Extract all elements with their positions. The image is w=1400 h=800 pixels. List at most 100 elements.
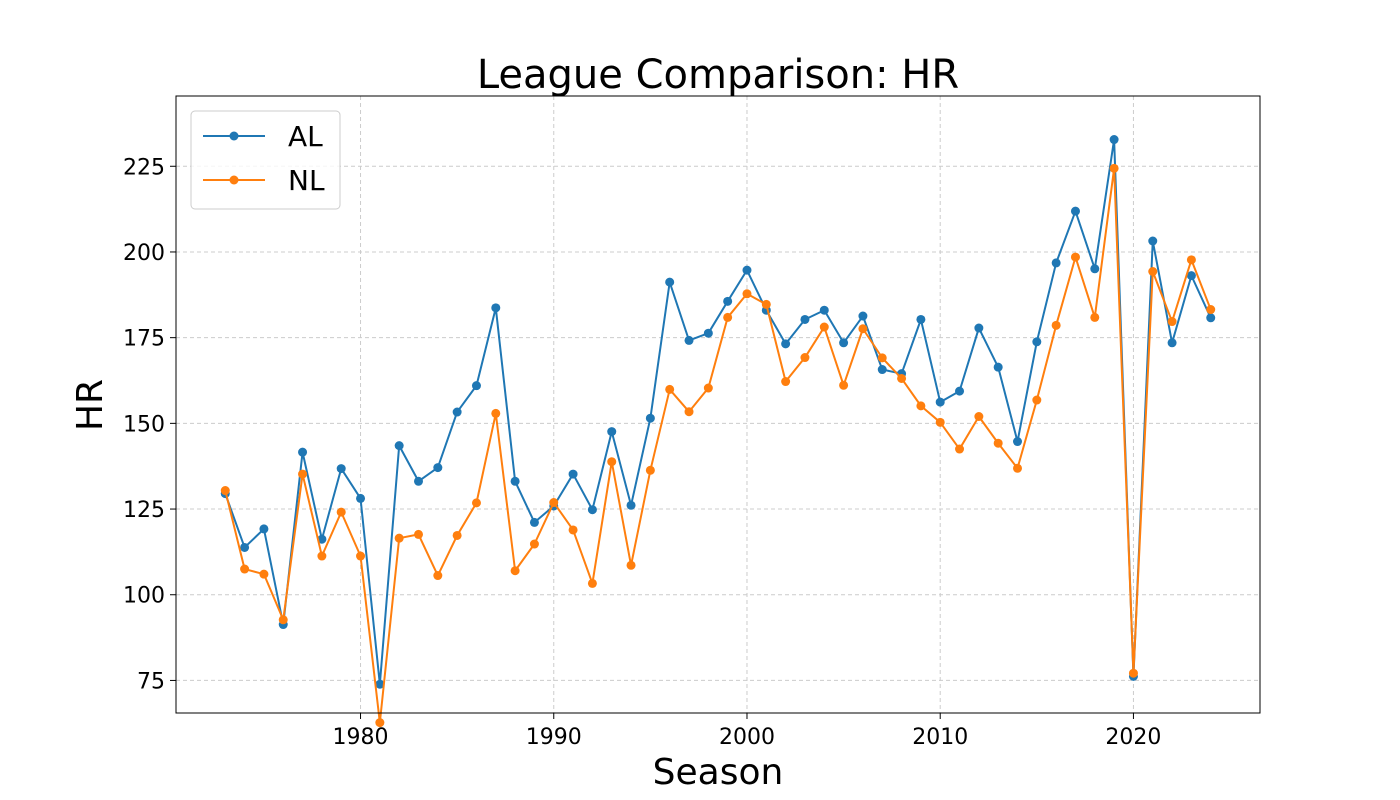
data-point-nl [742,289,752,299]
data-point-al [916,314,926,324]
data-point-al [414,476,423,486]
y-tick-label: 100 [123,584,165,609]
data-point-al [1032,337,1042,347]
data-point-nl [1051,320,1061,330]
x-tick-label: 2020 [1105,725,1161,750]
y-axis-ticks: 75 100 125 150 175 200 225 [123,155,176,694]
x-tick-label: 1990 [526,725,582,750]
data-point-nl [955,444,965,454]
data-point-nl [317,551,327,561]
data-point-nl [510,566,520,576]
data-point-al [240,542,250,552]
series-line-al [224,138,1212,686]
x-tick-label: 2010 [912,725,968,750]
data-point-al [684,335,694,345]
data-point-al [452,407,462,417]
y-tick-label: 175 [123,327,165,352]
legend-marker-nl [229,175,239,185]
data-point-al [626,500,636,510]
data-point-al [1206,313,1216,323]
data-point-al [703,328,713,338]
data-point-al [259,524,269,534]
y-tick-label: 125 [123,498,165,523]
data-point-al [529,517,539,527]
data-point-al [491,303,501,313]
data-point-nl [414,529,423,539]
data-point-al [1090,264,1100,274]
data-point-nl [723,312,733,322]
data-point-nl [665,384,675,394]
plot-frame [175,95,1261,714]
data-point-al [298,447,308,457]
y-axis-label: HR [70,379,111,431]
data-point-nl [1090,312,1100,322]
data-point-nl [993,438,1003,448]
legend-label-al: AL [288,120,323,153]
data-point-nl [761,299,771,309]
data-point-nl [220,486,230,496]
data-point-nl [877,353,887,363]
data-point-nl [819,322,829,332]
data-point-al [877,365,887,375]
data-point-nl [916,401,926,411]
data-point-al [1167,338,1177,348]
data-point-nl [278,615,288,625]
data-point-nl [935,417,945,427]
data-point-nl [626,560,636,570]
data-point-nl [839,380,849,390]
legend: AL NL [190,110,341,210]
data-point-nl [1148,267,1158,276]
data-point-nl [259,569,269,579]
series-layer [220,135,1216,728]
data-point-al [375,679,385,689]
data-point-al [974,323,984,333]
data-point-al [1186,271,1196,281]
data-point-al [1109,135,1119,145]
data-point-al [336,464,346,474]
x-axis-label: Season [653,752,784,793]
data-point-al [645,413,655,423]
data-point-nl [645,465,655,475]
data-point-al [1148,236,1158,246]
data-point-nl [1186,255,1196,265]
data-point-nl [568,525,578,535]
data-point-nl [607,457,617,467]
data-point-al [858,311,868,321]
data-point-nl [703,383,713,393]
data-point-al [510,476,520,486]
data-point-nl [549,498,559,508]
data-point-nl [471,498,481,508]
data-point-al [665,277,675,287]
data-point-nl [587,578,597,588]
data-point-nl [394,533,404,543]
data-point-al [781,339,791,349]
data-point-al [723,296,733,306]
data-point-al [993,362,1003,372]
data-point-nl [240,564,250,574]
data-point-al [394,441,404,451]
x-tick-label: 1980 [333,725,389,750]
data-point-nl [800,353,810,363]
legend-label-nl: NL [288,164,325,197]
data-point-nl [858,324,868,334]
data-point-al [607,427,617,437]
legend-marker-al [229,131,239,141]
data-point-al [955,386,965,396]
data-point-nl [1013,463,1022,473]
data-point-nl [298,469,308,479]
x-axis-ticks: 1980 1990 2000 2010 2020 [333,713,1161,750]
data-point-al [433,463,443,473]
data-point-nl [684,407,694,417]
data-point-nl [433,571,443,581]
data-point-al [1013,437,1022,447]
data-point-nl [356,551,366,561]
data-point-nl [1206,305,1216,315]
series-line-nl [224,167,1212,724]
data-point-nl [1167,317,1177,327]
data-point-nl [452,530,462,540]
data-point-al [935,397,945,407]
data-point-nl [781,377,791,387]
data-point-nl [1109,163,1119,173]
data-point-al [819,305,829,315]
